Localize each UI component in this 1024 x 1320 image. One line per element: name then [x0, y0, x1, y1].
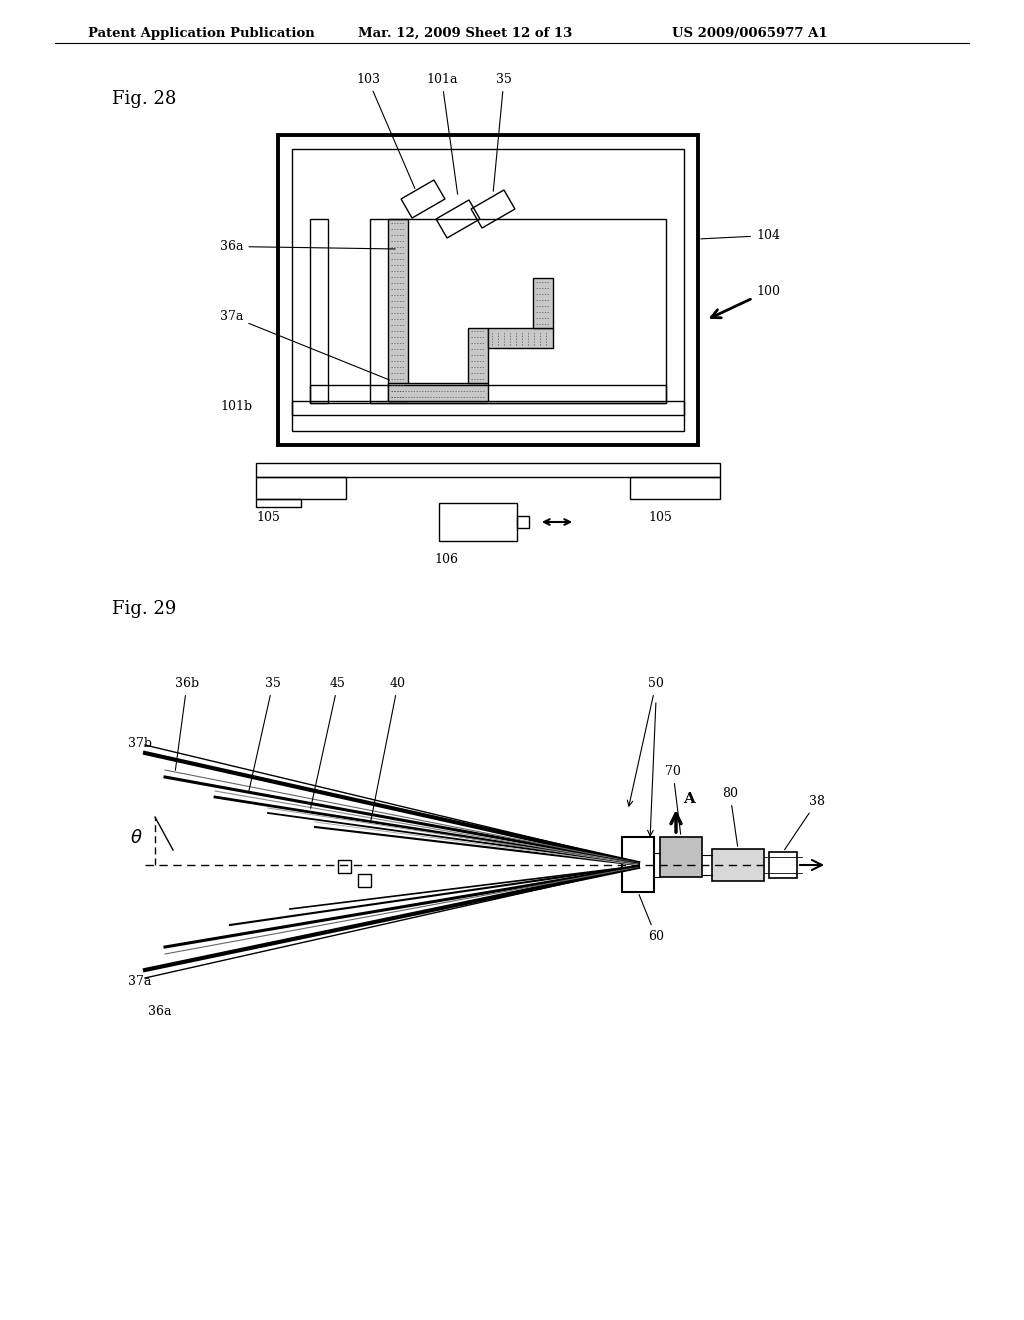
Text: 60: 60 — [639, 895, 664, 942]
Text: 101a: 101a — [426, 73, 458, 194]
Text: Fig. 29: Fig. 29 — [112, 601, 176, 618]
Bar — [256, 477, 346, 499]
Bar — [468, 327, 488, 383]
Text: 104: 104 — [700, 228, 780, 242]
Bar — [630, 477, 720, 499]
Text: 100: 100 — [756, 285, 780, 298]
Text: 37b: 37b — [128, 737, 152, 750]
Bar — [488, 327, 553, 348]
Bar — [660, 837, 702, 876]
Text: 36a: 36a — [220, 240, 395, 253]
Text: Fig. 28: Fig. 28 — [112, 90, 176, 108]
Bar — [358, 874, 371, 887]
Bar — [370, 219, 666, 403]
Text: 101b: 101b — [220, 400, 252, 413]
Text: 106: 106 — [434, 553, 458, 566]
Bar — [622, 837, 654, 892]
Bar — [338, 861, 351, 873]
Text: 105: 105 — [648, 511, 672, 524]
Text: 40: 40 — [371, 677, 406, 822]
Bar — [292, 401, 684, 414]
Text: US 2009/0065977 A1: US 2009/0065977 A1 — [672, 26, 827, 40]
Text: Patent Application Publication: Patent Application Publication — [88, 26, 314, 40]
Bar — [388, 219, 408, 401]
Bar — [292, 149, 684, 432]
Text: $\theta$: $\theta$ — [130, 829, 142, 847]
Text: 37a: 37a — [220, 310, 389, 380]
Bar — [278, 135, 698, 445]
Bar — [388, 383, 488, 401]
Text: 35: 35 — [249, 677, 281, 792]
Bar — [534, 279, 553, 327]
Bar — [310, 219, 328, 403]
Bar — [439, 503, 517, 541]
Text: 103: 103 — [356, 73, 415, 189]
Bar — [517, 516, 529, 528]
Text: 105: 105 — [256, 511, 280, 524]
Text: 80: 80 — [722, 787, 738, 846]
Text: 36b: 36b — [175, 677, 199, 771]
Text: 45: 45 — [310, 677, 346, 808]
Text: 50: 50 — [628, 677, 664, 807]
Text: 35: 35 — [494, 73, 512, 191]
Text: 38: 38 — [784, 795, 825, 850]
Bar — [769, 851, 797, 878]
Bar — [256, 499, 301, 507]
Text: 36a: 36a — [148, 1005, 171, 1018]
Text: 70: 70 — [665, 766, 681, 834]
Text: A: A — [683, 792, 695, 807]
Bar — [256, 463, 720, 477]
Bar — [310, 385, 666, 403]
Bar — [712, 849, 764, 880]
Text: Mar. 12, 2009 Sheet 12 of 13: Mar. 12, 2009 Sheet 12 of 13 — [358, 26, 572, 40]
Text: 37a: 37a — [128, 975, 152, 987]
